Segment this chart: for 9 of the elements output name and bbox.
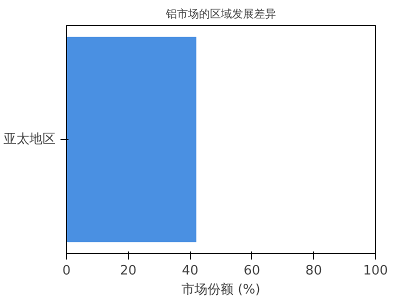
x-tick-label: 40 (182, 264, 198, 278)
chart-title: 铝市场的区域发展差异 (165, 8, 276, 20)
x-tick-label: 60 (244, 264, 260, 278)
x-axis-title: 市场份额 (%) (182, 282, 260, 298)
y-tick-label: 亚太地区 (4, 132, 56, 147)
x-tick-label: 80 (305, 264, 322, 278)
x-tick-label: 20 (120, 264, 137, 278)
x-tick-label: 0 (62, 264, 71, 278)
x-tick-label: 100 (363, 264, 388, 278)
